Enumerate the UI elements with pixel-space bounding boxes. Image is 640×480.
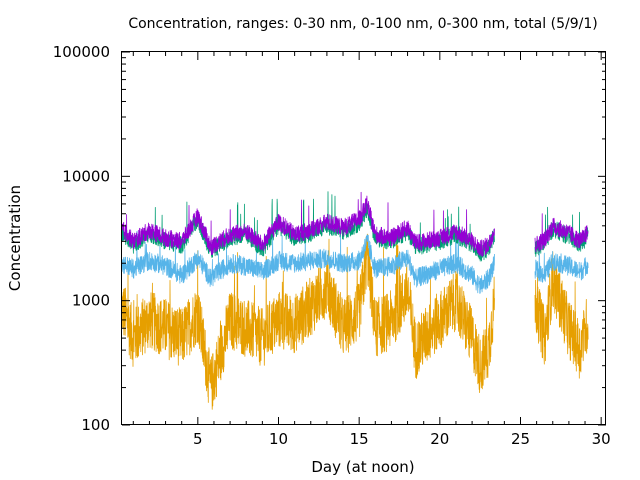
x-tick-label: 20 xyxy=(430,430,449,448)
series-line-4-segment-2 xyxy=(534,213,589,253)
y-axis-label: Concentration xyxy=(6,185,24,291)
y-tick-label: 10000 xyxy=(62,167,110,185)
y-tick-label: 100000 xyxy=(53,43,110,61)
chart-title: Concentration, ranges: 0-30 nm, 0-100 nm… xyxy=(128,16,597,32)
series-line-1-segment-2 xyxy=(534,251,589,379)
series-line-2-segment-1 xyxy=(121,231,495,294)
x-axis: 5 10 15 20 25 30 xyxy=(132,52,611,448)
y-axis: 100 1000 10000 100000 xyxy=(53,43,606,434)
x-tick-label: 15 xyxy=(350,430,369,448)
x-axis-label: Day (at noon) xyxy=(311,458,414,476)
series-line-4-segment-1 xyxy=(121,191,495,257)
x-tick-label: 25 xyxy=(511,430,530,448)
series-line-1-segment-1 xyxy=(121,233,495,410)
x-tick-label: 5 xyxy=(193,430,203,448)
y-tick-label: 1000 xyxy=(72,292,110,310)
y-tick-label: 100 xyxy=(81,416,110,434)
x-tick-label: 30 xyxy=(592,430,611,448)
x-tick-label: 10 xyxy=(269,430,288,448)
plot-frame xyxy=(121,51,606,425)
series-layer xyxy=(121,191,589,410)
series-line-2-segment-2 xyxy=(534,237,589,283)
